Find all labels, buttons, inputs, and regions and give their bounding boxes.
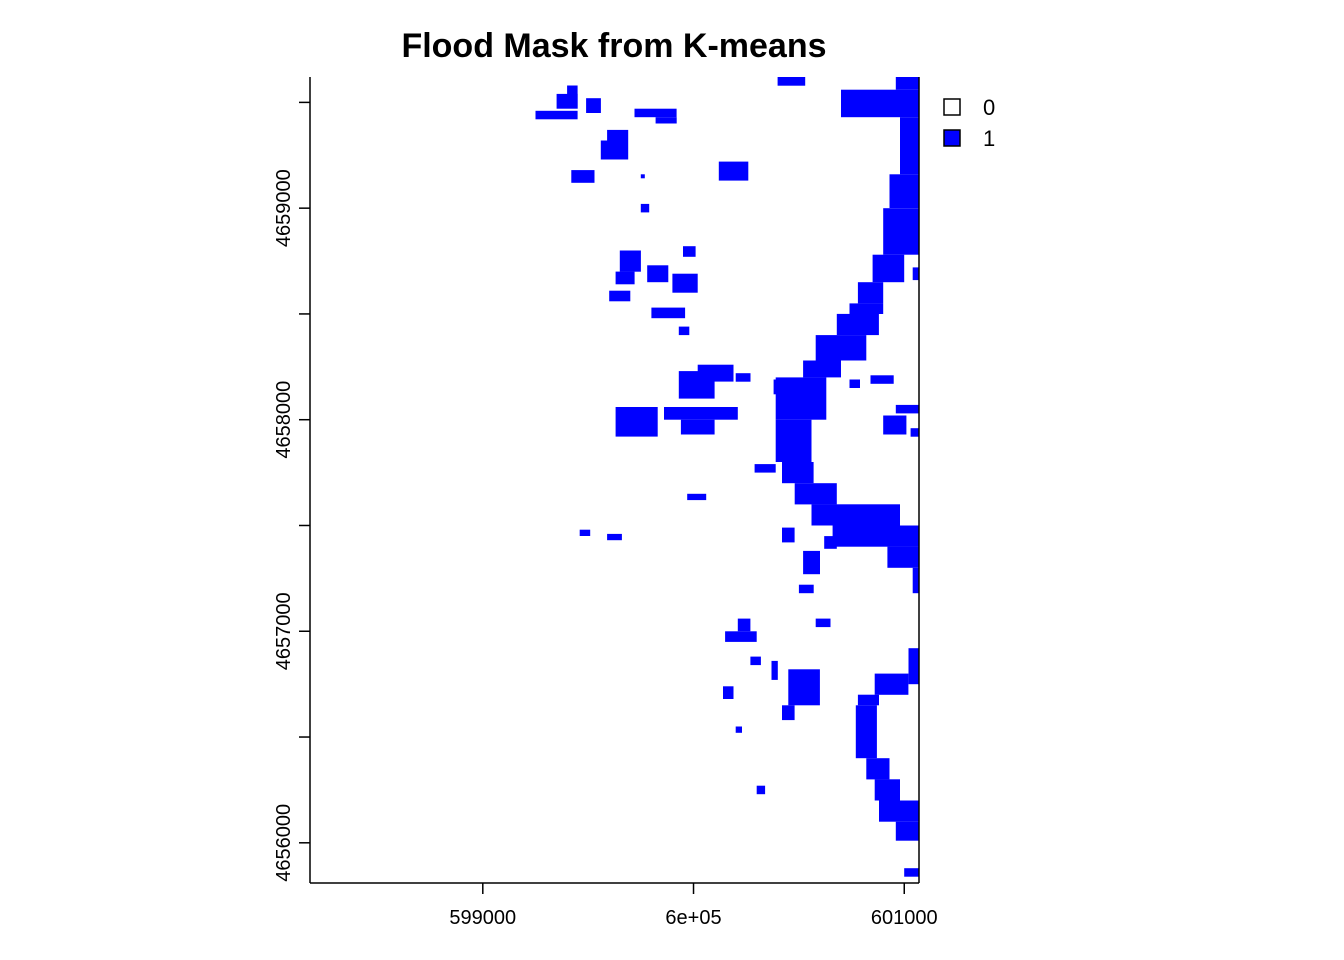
flood-cell <box>754 464 776 473</box>
y-tick-label: 4658000 <box>273 381 295 459</box>
y-tick-label: 4659000 <box>273 169 295 247</box>
flood-cell <box>815 618 831 628</box>
flood-cell <box>866 758 890 780</box>
flood-cell <box>889 174 919 209</box>
flood-cell <box>794 483 837 505</box>
y-tick-label: 4656000 <box>273 804 295 882</box>
flood-cell <box>756 785 766 795</box>
flood-cell <box>735 726 742 733</box>
flood-cell <box>798 584 814 594</box>
y-tick-label: 4657000 <box>273 592 295 670</box>
x-tick-label: 599000 <box>449 907 516 929</box>
flood-cell <box>640 174 645 179</box>
flood-cell <box>725 631 757 642</box>
flood-cell <box>773 379 785 395</box>
flood-cell <box>900 117 919 175</box>
flood-cell <box>815 335 867 361</box>
flood-cell <box>634 108 677 118</box>
flood-cell <box>782 705 795 721</box>
flood-cell <box>687 493 707 501</box>
flood-cell <box>895 821 919 841</box>
flood-cell <box>836 313 879 336</box>
flood-cell <box>857 282 884 304</box>
flood-cell <box>750 656 761 666</box>
flood-cell <box>912 567 919 594</box>
flood-cell <box>908 648 919 685</box>
flood-cell <box>683 246 696 257</box>
flood-cell <box>849 379 860 388</box>
flood-cell <box>874 673 909 695</box>
flood-cell <box>883 208 919 255</box>
flood-cell <box>615 271 635 285</box>
x-tick-label: 6e+05 <box>665 907 721 929</box>
flood-cell <box>567 85 578 94</box>
flood-cell <box>849 303 884 314</box>
flood-cell <box>775 377 827 420</box>
legend-label: 0 <box>983 95 995 120</box>
flood-cell <box>803 360 841 378</box>
flood-cell <box>680 419 715 435</box>
flood-cell <box>895 77 919 90</box>
flood-cell <box>723 686 734 699</box>
flood-cell <box>883 415 907 435</box>
flood-cell <box>607 129 629 141</box>
flood-cell <box>697 364 734 382</box>
flood-cell <box>904 868 919 877</box>
flood-cell <box>737 618 751 632</box>
flood-cell <box>782 462 814 484</box>
flood-cell <box>600 140 629 160</box>
flood-cell <box>640 203 650 213</box>
flood-cell <box>655 117 677 124</box>
flood-cell <box>824 536 837 549</box>
flood-cell <box>870 375 894 384</box>
flood-cell <box>895 404 919 414</box>
flood-cell <box>912 267 919 281</box>
flood-cell <box>771 660 778 680</box>
flood-cell <box>586 98 601 113</box>
flood-cell <box>775 419 812 462</box>
flood-cell <box>571 170 595 183</box>
flood-cell <box>647 265 669 283</box>
flood-cell <box>579 529 591 536</box>
flood-cell <box>607 533 622 541</box>
flood-cells-layer <box>535 77 919 877</box>
flood-cell <box>651 307 686 319</box>
flood-cell <box>811 504 900 526</box>
x-tick-label: 601000 <box>871 907 938 929</box>
flood-cell <box>887 546 919 568</box>
flood-cell <box>777 77 806 86</box>
legend-swatch <box>943 98 961 116</box>
flood-cell <box>718 161 749 181</box>
flood-cell <box>782 527 795 543</box>
legend-label: 1 <box>983 126 995 151</box>
legend-swatch <box>943 129 961 147</box>
flood-cell <box>678 326 690 336</box>
flood-cell <box>872 254 905 283</box>
flood-cell <box>556 93 578 109</box>
flood-cell <box>619 250 641 272</box>
flood-cell <box>832 525 919 547</box>
flood-cell <box>535 110 578 120</box>
flood-cell <box>735 373 751 382</box>
flood-cell <box>609 290 631 302</box>
flood-cell <box>841 89 919 118</box>
flood-cell <box>879 800 919 822</box>
axes-layer: 599000 6e+05 601000 4656000 4657000 4658000 46… <box>273 77 938 929</box>
flood-cell <box>857 694 879 706</box>
flood-cell <box>874 779 900 801</box>
chart-title: Flood Mask from K-means <box>401 27 826 65</box>
legend: 01 <box>943 95 995 151</box>
flood-cell <box>672 273 698 293</box>
flood-cell <box>803 550 820 575</box>
flood-cell <box>855 705 877 759</box>
flood-cell <box>910 428 919 437</box>
flood-cell <box>615 407 658 437</box>
flood-cell <box>664 407 738 420</box>
flood-cell <box>788 669 820 706</box>
